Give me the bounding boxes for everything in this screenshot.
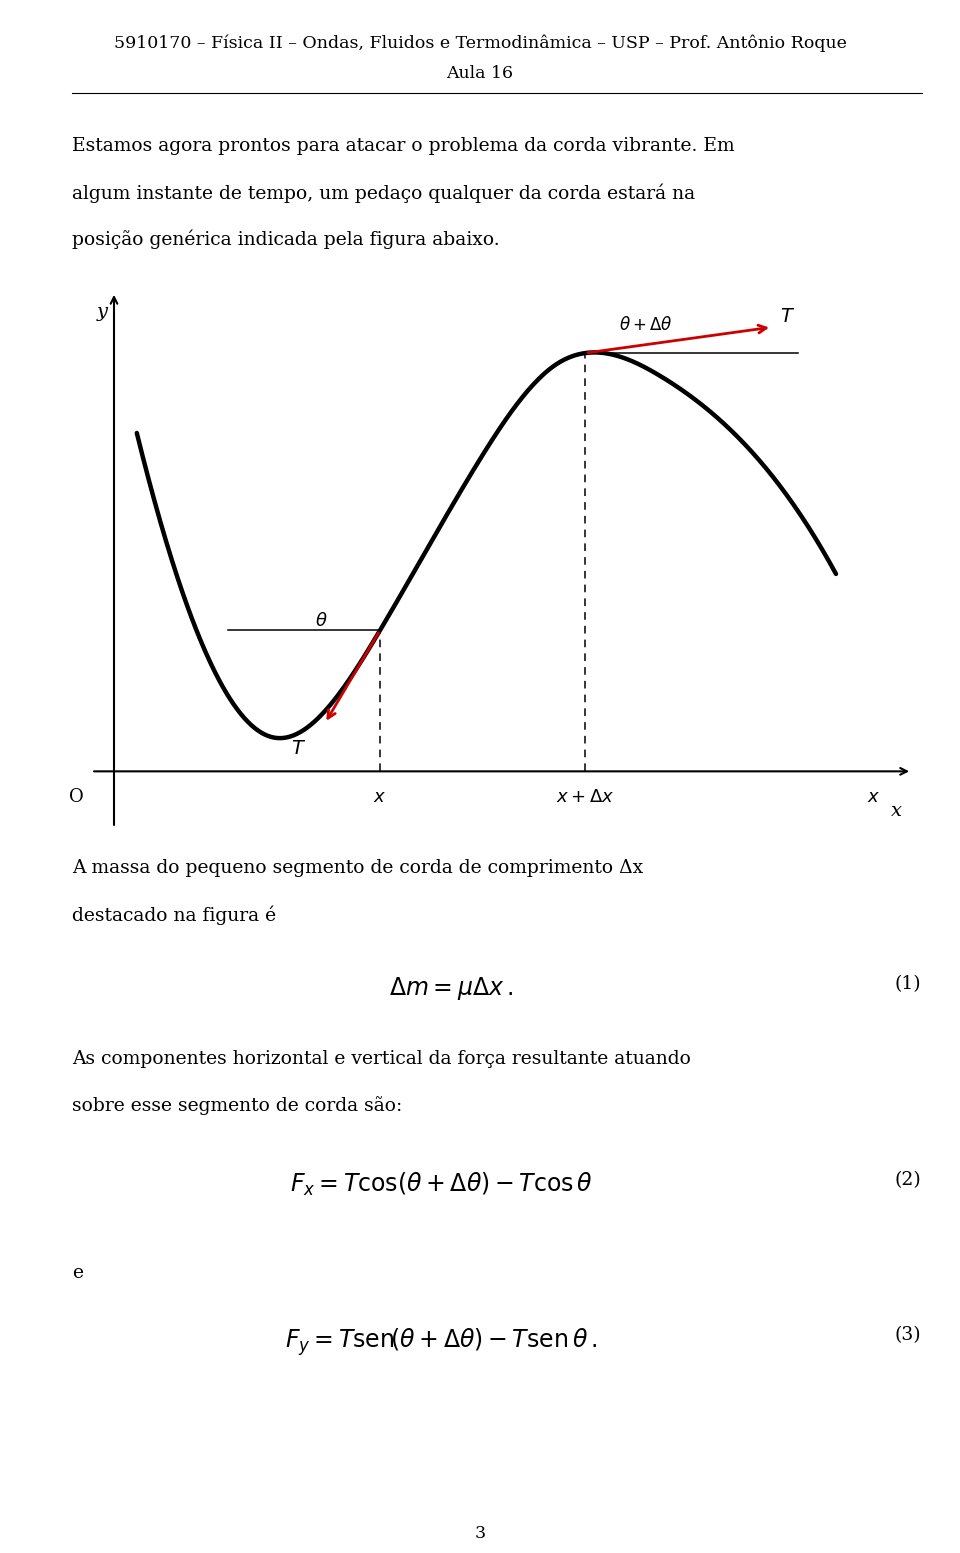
Text: (1): (1)	[895, 975, 922, 994]
Text: Estamos agora prontos para atacar o problema da corda vibrante. Em: Estamos agora prontos para atacar o prob…	[72, 137, 734, 155]
Text: 5910170 – Física II – Ondas, Fluidos e Termodinâmica – USP – Prof. Antônio Roque: 5910170 – Física II – Ondas, Fluidos e T…	[113, 34, 847, 51]
Text: $x+\Delta x$: $x+\Delta x$	[556, 789, 614, 806]
Text: sobre esse segmento de corda são:: sobre esse segmento de corda são:	[72, 1096, 402, 1115]
Text: Aula 16: Aula 16	[446, 65, 514, 82]
Text: destacado na figura é: destacado na figura é	[72, 905, 276, 926]
Text: $\theta$: $\theta$	[316, 612, 328, 631]
Text: $\theta + \Delta\theta$: $\theta + \Delta\theta$	[619, 317, 673, 334]
Text: $T$: $T$	[780, 307, 795, 326]
Text: x: x	[891, 803, 902, 820]
Text: A massa do pequeno segmento de corda de comprimento Δx: A massa do pequeno segmento de corda de …	[72, 859, 643, 877]
Text: y: y	[97, 303, 108, 321]
Text: $\Delta m = \mu\Delta x\,.$: $\Delta m = \mu\Delta x\,.$	[389, 975, 514, 1002]
Text: posição genérica indicada pela figura abaixo.: posição genérica indicada pela figura ab…	[72, 230, 499, 250]
Text: $T$: $T$	[291, 741, 306, 758]
Text: $F_x = T\cos\!\left(\theta + \Delta\theta\right) - T\cos\theta$: $F_x = T\cos\!\left(\theta + \Delta\thet…	[290, 1171, 593, 1199]
Text: O: O	[68, 789, 84, 806]
Text: As componentes horizontal e vertical da força resultante atuando: As componentes horizontal e vertical da …	[72, 1050, 691, 1068]
Text: $x$: $x$	[373, 789, 387, 806]
Text: algum instante de tempo, um pedaço qualquer da corda estará na: algum instante de tempo, um pedaço qualq…	[72, 183, 695, 203]
Text: $F_y = T\mathrm{sen}\!\left(\theta + \Delta\theta\right) - T\mathrm{sen}\,\theta: $F_y = T\mathrm{sen}\!\left(\theta + \De…	[285, 1326, 598, 1357]
Text: 3: 3	[474, 1525, 486, 1542]
Text: (3): (3)	[895, 1326, 922, 1345]
Text: (2): (2)	[895, 1171, 922, 1190]
Text: $x$: $x$	[868, 789, 880, 806]
Text: e: e	[72, 1264, 83, 1283]
